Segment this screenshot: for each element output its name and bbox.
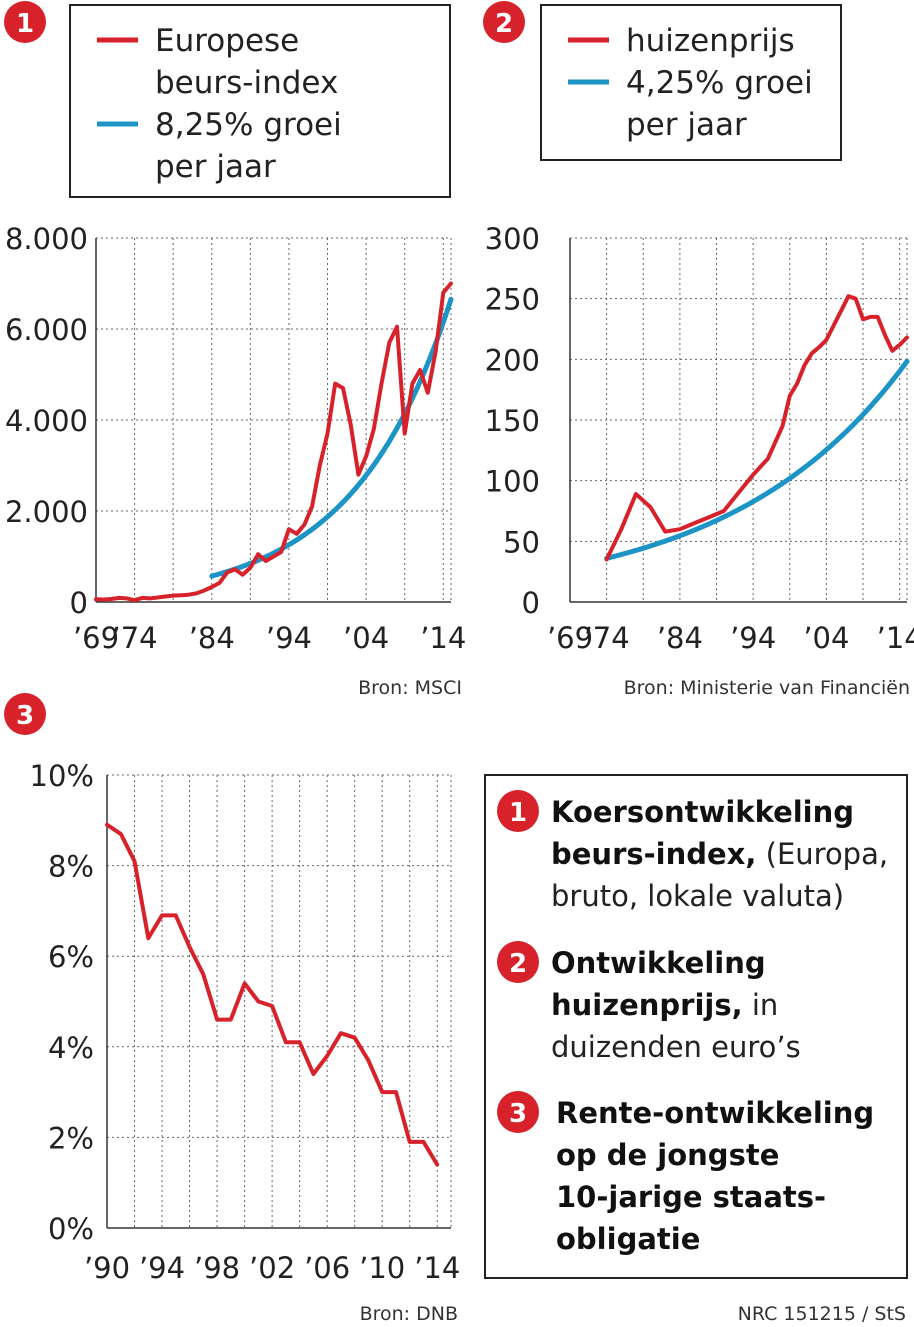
explanation-2-bold-line2: huizenprijs,	[551, 988, 743, 1022]
chart-1-legend-blue-line2: per jaar	[155, 149, 276, 185]
chart-1-ytick-label-2: 4.000	[5, 404, 88, 438]
chart-1-xtick-label-4: ’04	[343, 621, 389, 655]
chart-3-ytick-label-2: 4%	[48, 1031, 94, 1065]
chart-2-series-blue-line	[604, 358, 910, 561]
chart-1-legend-red-line1: Europese	[155, 23, 299, 59]
chart-2-ytick-label-3: 150	[485, 404, 540, 438]
chart-3-ytick-label-1: 2%	[48, 1121, 94, 1155]
badge-1-number: 1	[16, 9, 34, 39]
chart-1-ytick-label-1: 2.000	[5, 495, 88, 529]
chart-1-xtick-label-1: ’74	[112, 621, 158, 655]
chart-1-legend-red-line2: beurs-index	[155, 65, 338, 101]
chart-2-xtick-label-4: ’04	[803, 621, 849, 655]
explanation-2-normal-line3: duizenden euro’s	[551, 1030, 801, 1064]
explanation-3-bold-line3: 10-jarige staats-	[556, 1180, 826, 1214]
badge-3-icon	[4, 693, 46, 735]
chart-1-ytick-label-3: 6.000	[5, 313, 88, 347]
chart-2-legend-red-line1: huizenprijs	[626, 23, 795, 59]
chart-2-ytick-label-0: 0	[522, 586, 540, 620]
explanation-badge-1-icon	[497, 790, 539, 832]
explanation-1-normal-tail: (Europa,	[756, 837, 888, 871]
chart-1-xtick-label-0: ’69	[73, 621, 119, 655]
chart-1-legend-blue-line1: 8,25% groei	[155, 107, 342, 143]
chart-2-legend-blue-line2: per jaar	[626, 107, 747, 143]
chart-1-legend	[69, 4, 451, 198]
chart-2-series-red-line	[604, 294, 909, 562]
explanation-1-bold-line1: Koersontwikkeling	[551, 795, 854, 829]
chart-3-xtick-label-1: ’94	[139, 1251, 185, 1285]
badge-1-icon	[4, 1, 46, 43]
chart-3-plot: 0% 2% 4% 6% 8% 10% ’90 ’94 ’98 ’02 ’06 ’10 ’14	[30, 759, 461, 1285]
chart-2-ytick-label-2: 100	[485, 465, 540, 499]
explanation-badge-2-number: 2	[509, 949, 527, 979]
explanation-3-bold-line1: Rente-ontwikkeling	[556, 1096, 874, 1130]
chart-2-ytick-label-5: 250	[485, 283, 540, 317]
chart-1: 1 Europese beurs-index 8,25% groei per j…	[4, 1, 466, 699]
chart-1-source: Bron: MSCI	[358, 677, 462, 699]
chart-2: 2 huizenprijs 4,25% groei per jaar 0 50 10…	[483, 1, 914, 699]
explanation-box: 1 Koersontwikkeling beurs-index, (Europa…	[484, 774, 908, 1279]
chart-1-xtick-label-2: ’84	[189, 621, 235, 655]
chart-1-series-red-line	[94, 281, 453, 603]
chart-1-ytick-label-0: 0	[70, 586, 88, 620]
chart-2-legend-blue-line1: 4,25% groei	[626, 65, 813, 101]
badge-2-number: 2	[495, 9, 513, 39]
explanation-badge-1-number: 1	[509, 798, 527, 828]
explanation-3-bold-line4: obligatie	[556, 1222, 700, 1256]
explanation-1-line2: beurs-index, (Europa,	[551, 837, 888, 871]
explanation-3-bold-line2: op de jongste	[556, 1138, 779, 1172]
chart-2-ytick-label-6: 300	[485, 222, 540, 256]
chart-3-ytick-label-3: 6%	[48, 940, 94, 974]
chart-1-xtick-label-5: ’14	[420, 621, 466, 655]
explanation-frame	[484, 774, 908, 1279]
chart-1-plot: 0 2.000 4.000 6.000 8.000 ’69’74 ’84 ’94 ’04 ’14	[5, 222, 466, 655]
chart-3-xtick-label-4: ’06	[304, 1251, 350, 1285]
chart-3-xtick-label-6: ’14	[414, 1251, 460, 1285]
chart-1-xtick-label-3: ’94	[266, 621, 312, 655]
chart-1-ytick-label-4: 8.000	[5, 222, 88, 256]
chart-3-xtick-label-3: ’02	[249, 1251, 295, 1285]
chart-2-ytick-label-4: 200	[485, 343, 540, 377]
chart-2-xtick-label-5: ’14	[877, 621, 914, 655]
chart-2-xtick-label-2: ’84	[657, 621, 703, 655]
chart-3-xtick-label-2: ’98	[194, 1251, 240, 1285]
credit: NRC 151215 / StS	[738, 1303, 906, 1325]
chart-1-series-blue-line	[209, 296, 454, 579]
chart-2-plot: 0 50 100 150 200 250 300 ’69’74 ’84 ’94 ’04 ’14	[485, 222, 914, 655]
chart-3-ytick-label-5: 10%	[30, 759, 94, 793]
explanation-1-normal-line3: bruto, lokale valuta)	[551, 879, 844, 913]
chart-2-xtick-label-0: ’69	[547, 621, 593, 655]
badge-3-number: 3	[16, 701, 34, 731]
chart-3-series-red-line	[105, 822, 440, 1167]
chart-3: 3 0% 2% 4% 6% 8% 10% ’90 ’94 ’98 ’02 ’06 ’10 ’14 Bro…	[4, 693, 460, 1325]
explanation-1-bold-line2: beurs-index,	[551, 837, 756, 871]
chart-3-xtick-label-0: ’90	[84, 1251, 130, 1285]
explanation-badge-3-icon	[497, 1091, 539, 1133]
chart-2-ytick-label-1: 50	[503, 525, 540, 559]
badge-2-icon	[483, 1, 525, 43]
chart-3-source: Bron: DNB	[360, 1303, 458, 1325]
explanation-2-line2: huizenprijs, in	[551, 988, 778, 1022]
chart-2-xtick-label-1: ’74	[584, 621, 630, 655]
chart-2-source: Bron: Ministerie van Financiën	[624, 677, 910, 699]
chart-3-ytick-label-4: 8%	[48, 850, 94, 884]
chart-2-xtick-label-3: ’94	[730, 621, 776, 655]
chart-3-xtick-label-5: ’10	[359, 1251, 405, 1285]
explanation-badge-2-icon	[497, 941, 539, 983]
explanation-badge-3-number: 3	[509, 1099, 527, 1129]
explanation-2-normal-tail: in	[743, 988, 779, 1022]
explanation-2-bold-line1: Ontwikkeling	[551, 946, 766, 980]
chart-3-ytick-label-0: 0%	[48, 1212, 94, 1246]
